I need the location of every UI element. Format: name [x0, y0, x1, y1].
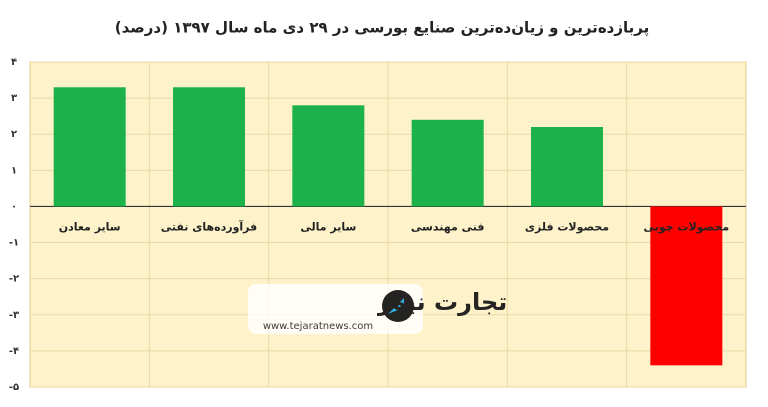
bar — [173, 87, 245, 207]
x-tick-label: محصولات فلزی — [525, 220, 609, 233]
watermark-brand: تجارت نیوز — [377, 288, 507, 316]
bar — [411, 119, 484, 207]
bar — [531, 127, 603, 207]
y-tick-label: ۲ — [11, 129, 17, 140]
watermark: تجارت نیوز www.tejaratnews.com — [248, 284, 507, 334]
y-tick-label: -۴ — [9, 346, 19, 357]
watermark-bg — [248, 284, 423, 334]
x-tick-label: فرآورده‌های نفتی — [161, 219, 257, 233]
bar — [650, 206, 723, 366]
y-tick-label: -۱ — [9, 238, 19, 249]
chart-title: پربازده‌ترین و زیان‌ده‌ترین صنایع بورسی … — [115, 19, 649, 38]
bar — [292, 105, 365, 207]
y-tick-label: ۴ — [11, 57, 17, 68]
bar — [53, 87, 126, 207]
watermark-url: www.tejaratnews.com — [263, 321, 373, 332]
y-tick-label: ۱ — [11, 165, 17, 176]
x-tick-label: فنی مهندسی — [411, 220, 485, 233]
y-tick-label: ۳ — [11, 93, 17, 104]
y-tick-label: -۲ — [9, 274, 19, 285]
y-tick-label: -۳ — [9, 310, 19, 321]
watermark-logo-mark — [388, 298, 404, 314]
x-tick-label: محصولات چوبی — [644, 220, 730, 233]
x-tick-label: سایر مالی — [300, 220, 356, 233]
y-tick-label: -۵ — [9, 382, 19, 393]
x-tick-label: سایر معادن — [59, 220, 121, 233]
y-tick-label: ۰ — [11, 201, 17, 212]
